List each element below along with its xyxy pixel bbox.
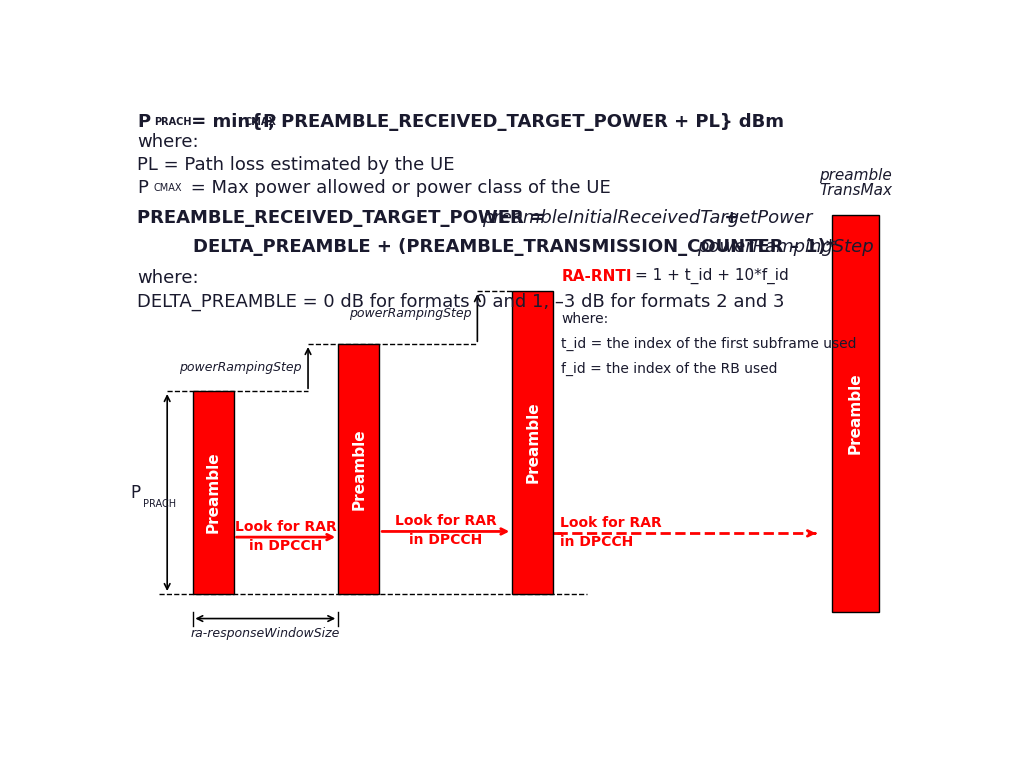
Text: = 1 + t_id + 10*f_id: = 1 + t_id + 10*f_id (635, 268, 788, 285)
Text: powerRampingStep: powerRampingStep (348, 307, 471, 320)
Text: = min{P: = min{P (185, 113, 276, 130)
Bar (193, 391, 234, 594)
Text: where:: where: (562, 313, 609, 327)
Text: TransMax: TransMax (819, 183, 892, 198)
Text: where:: where: (137, 269, 199, 287)
Text: PL = Path loss estimated by the UE: PL = Path loss estimated by the UE (137, 156, 454, 174)
Bar (513, 291, 553, 594)
Text: P: P (131, 484, 141, 501)
Text: powerRampingStep: powerRampingStep (180, 361, 302, 374)
Text: where:: where: (137, 133, 199, 150)
Text: P: P (137, 113, 150, 130)
Text: PRACH: PRACH (154, 117, 191, 127)
Text: preambleInitialReceivedTargetPower: preambleInitialReceivedTargetPower (482, 209, 813, 227)
Text: Preamble: Preamble (205, 452, 221, 533)
Text: = Max power allowed or power class of the UE: = Max power allowed or power class of th… (185, 179, 611, 197)
Text: RA-RNTI: RA-RNTI (562, 269, 632, 285)
Text: t_id = the index of the first subframe used: t_id = the index of the first subframe u… (562, 337, 857, 351)
Text: CMAX: CMAX (154, 183, 182, 193)
Text: DELTA_PREAMBLE + (PREAMBLE_TRANSMISSION_COUNTER – 1)*: DELTA_PREAMBLE + (PREAMBLE_TRANSMISSION_… (193, 238, 835, 256)
Text: CMAX: CMAX (245, 117, 277, 127)
Text: ra-responseWindowSize: ra-responseWindowSize (191, 626, 340, 640)
Text: +: + (718, 209, 739, 227)
Text: PRACH: PRACH (143, 499, 177, 509)
Text: powerRampingStep: powerRampingStep (697, 238, 874, 256)
Text: Look for RAR: Look for RAR (395, 514, 496, 528)
Text: PREAMBLE_RECEIVED_TARGET_POWER =: PREAMBLE_RECEIVED_TARGET_POWER = (137, 209, 551, 227)
Bar (338, 344, 379, 594)
Bar (832, 215, 879, 611)
Text: in DPCCH: in DPCCH (409, 533, 482, 547)
Text: Preamble: Preamble (351, 428, 367, 510)
Text: f_id = the index of the RB used: f_id = the index of the RB used (562, 362, 778, 376)
Text: preamble: preamble (819, 168, 892, 182)
Text: Look for RAR: Look for RAR (560, 516, 662, 530)
Text: Preamble: Preamble (848, 372, 863, 454)
Text: DELTA_PREAMBLE = 0 dB for formats 0 and 1, –3 dB for formats 2 and 3: DELTA_PREAMBLE = 0 dB for formats 0 and … (137, 292, 784, 311)
Text: in DPCCH: in DPCCH (560, 535, 633, 549)
Text: P: P (137, 179, 148, 197)
Text: Look for RAR: Look for RAR (235, 520, 337, 533)
Text: Preamble: Preamble (525, 402, 540, 484)
Text: in DPCCH: in DPCCH (249, 539, 323, 553)
Text: , PREAMBLE_RECEIVED_TARGET_POWER + PL} dBm: , PREAMBLE_RECEIVED_TARGET_POWER + PL} d… (269, 113, 784, 130)
